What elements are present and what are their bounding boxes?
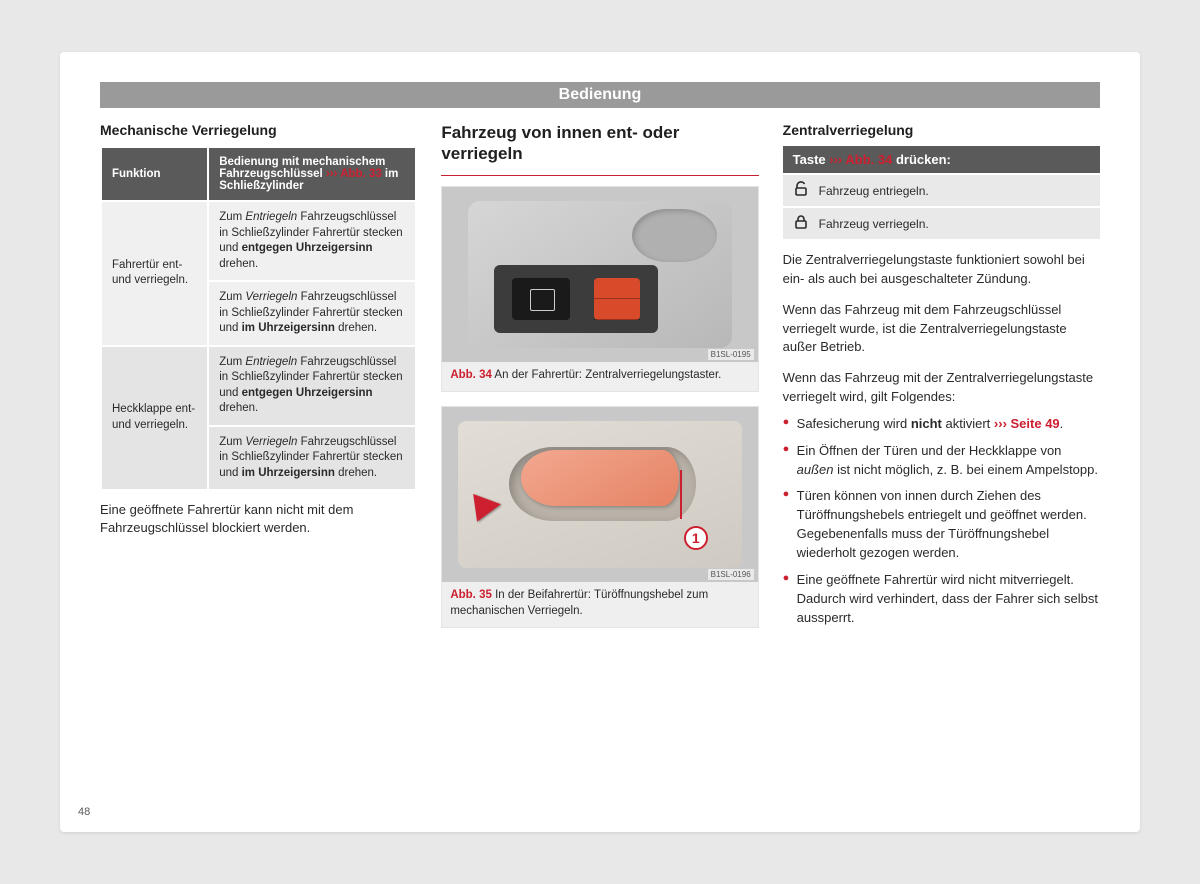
cell-text: Zum Verriegeln Fahrzeugschlüssel in Schl…: [219, 436, 402, 479]
content-columns: Mechanische Verriegelung Funktion Bedien…: [100, 122, 1100, 642]
door-panel-shape: [468, 201, 733, 348]
column-left: Mechanische Verriegelung Funktion Bedien…: [100, 122, 417, 642]
mechanical-lock-table: Funktion Bedienung mit mechanischem Fahr…: [100, 146, 417, 491]
ref-page49: ››› Seite 49: [994, 416, 1060, 431]
th-operation: Bedienung mit mechanischem Fahrzeugschlü…: [208, 147, 416, 201]
page-number: 48: [78, 806, 90, 818]
left-note: Eine geöffnete Fahrertür kann nicht mit …: [100, 501, 417, 537]
table-row: Heckklappe ent- und verriegeln. Zum Entr…: [101, 346, 416, 426]
list-item: Safesicherung wird nicht aktiviert ››› S…: [783, 415, 1100, 434]
b2-post: ist nicht möglich, z. B. bei einem Ampel…: [834, 462, 1098, 477]
cell-text: Zum Entriegeln Fahrzeugschlüssel in Schl…: [219, 356, 402, 415]
hdr-post: drücken:: [892, 152, 951, 167]
door-trim-shape: 1: [458, 421, 742, 568]
leader-line: [680, 470, 682, 520]
table-row: Funktion Bedienung mit mechanischem Fahr…: [101, 147, 416, 201]
b2-pre: Ein Öffnen der Türen und der Heckklappe …: [797, 443, 1062, 458]
cell-text: Zum Entriegeln Fahrzeugschlüssel in Schl…: [219, 211, 402, 270]
switch-frame: [494, 265, 658, 333]
cell-op: Zum Entriegeln Fahrzeugschlüssel in Schl…: [208, 346, 416, 426]
page-header: Bedienung: [100, 82, 1100, 108]
figure-34-label: Abb. 34: [450, 369, 492, 381]
column-middle: Fahrzeug von innen ent- oder verriegeln …: [441, 122, 758, 642]
lock-icon: [793, 214, 819, 233]
row-text: Fahrzeug verriegeln.: [819, 217, 929, 231]
figure-35-image: 1 B1SL-0196: [442, 407, 757, 582]
b1-bold: nicht: [911, 416, 942, 431]
figure-34-image: B1SL-0195: [442, 187, 757, 362]
door-lever-shape: [521, 450, 680, 506]
figure-35-label: Abb. 35: [450, 589, 492, 601]
figure-35-caption: Abb. 35 In der Beifahrertür: Türöffnungs…: [442, 582, 757, 627]
figure-34-caption: Abb. 34 An der Fahrertür: Zentralverrieg…: [442, 362, 757, 392]
unlock-icon: [793, 181, 819, 200]
paragraph: Wenn das Fahrzeug mit der Zentralverrieg…: [783, 369, 1100, 407]
th-function: Funktion: [101, 147, 208, 201]
paragraph: Die Zentralverriegelungstaste funktionie…: [783, 251, 1100, 289]
cell-op: Zum Verriegeln Fahrzeugschlüssel in Schl…: [208, 281, 416, 346]
cell-function-tailgate: Heckklappe ent- und verriegeln.: [101, 346, 208, 491]
figure-34-tag: B1SL-0195: [708, 349, 754, 360]
middle-title-wrap: Fahrzeug von innen ent- oder verriegeln: [441, 122, 758, 176]
table-row: Fahrzeug verriegeln.: [783, 206, 1100, 239]
callout-1: 1: [684, 526, 708, 550]
cell-op: Zum Entriegeln Fahrzeugschlüssel in Schl…: [208, 201, 416, 281]
cell-op: Zum Verriegeln Fahrzeugschlüssel in Schl…: [208, 426, 416, 491]
list-item: Ein Öffnen der Türen und der Heckklappe …: [783, 442, 1100, 480]
figure-34: B1SL-0195 Abb. 34 An der Fahrertür: Zent…: [441, 186, 758, 393]
middle-section-title: Fahrzeug von innen ent- oder verriegeln: [441, 122, 758, 165]
window-switch-icon: [512, 278, 570, 320]
cell-text: Zum Verriegeln Fahrzeugschlüssel in Schl…: [219, 291, 402, 334]
b1-post: .: [1060, 416, 1064, 431]
central-lock-switch-icon: [594, 278, 640, 321]
figure-35: 1 B1SL-0196 Abb. 35 In der Beifahrertür:…: [441, 406, 758, 628]
figure-34-caption-text: An der Fahrertür: Zentralverriegelungsta…: [492, 369, 721, 381]
b1-mid: aktiviert: [942, 416, 994, 431]
table-row: Fahrertür ent- und verriegeln. Zum Entri…: [101, 201, 416, 281]
row-text: Fahrzeug entriegeln.: [819, 184, 929, 198]
hdr-pre: Taste: [793, 152, 830, 167]
manual-page: Bedienung Mechanische Verriegelung Funkt…: [60, 52, 1140, 832]
figure-35-tag: B1SL-0196: [708, 569, 754, 580]
right-section-title: Zentralverriegelung: [783, 122, 1100, 138]
table-row: Fahrzeug entriegeln.: [783, 173, 1100, 206]
list-item: Eine geöffnete Fahrertür wird nicht mitv…: [783, 571, 1100, 628]
cell-function-driver-door: Fahrertür ent- und verriegeln.: [101, 201, 208, 346]
ref-abb33: ››› Abb. 33: [326, 168, 382, 180]
arrow-icon: [473, 490, 503, 521]
b2-em: außen: [797, 462, 834, 477]
button-table: Taste ››› Abb. 34 drücken: Fahrzeug entr…: [783, 146, 1100, 239]
button-table-header: Taste ››› Abb. 34 drücken:: [783, 146, 1100, 173]
ref-abb34: ››› Abb. 34: [829, 152, 892, 167]
b1-pre: Safesicherung wird: [797, 416, 911, 431]
grab-handle-shape: [632, 209, 717, 262]
left-section-title: Mechanische Verriegelung: [100, 122, 417, 138]
column-right: Zentralverriegelung Taste ››› Abb. 34 dr…: [783, 122, 1100, 642]
paragraph: Wenn das Fahrzeug mit dem Fahrzeugschlüs…: [783, 301, 1100, 358]
list-item: Türen können von innen durch Ziehen des …: [783, 487, 1100, 562]
